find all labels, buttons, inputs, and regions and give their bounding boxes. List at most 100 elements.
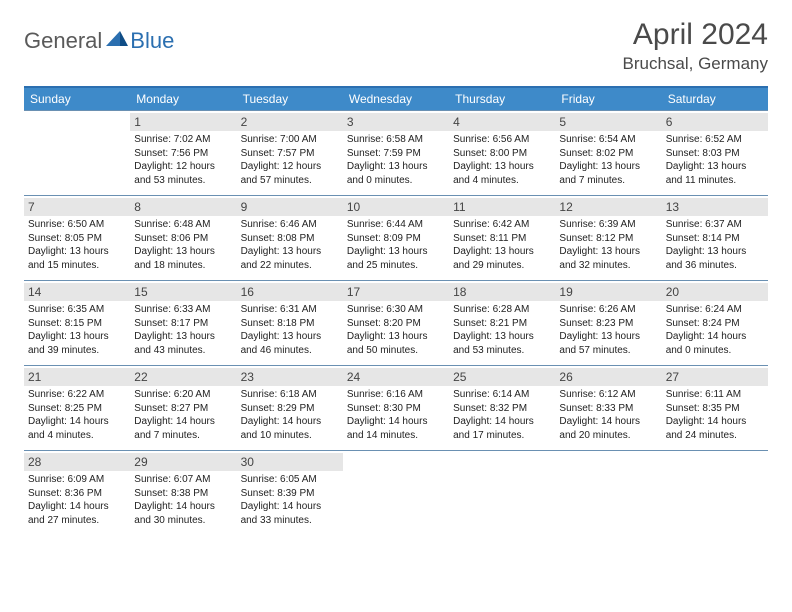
daylight1-text: Daylight: 14 hours	[559, 415, 657, 429]
day-number-empty	[343, 453, 449, 469]
day-number: 11	[449, 198, 555, 216]
daylight1-text: Daylight: 14 hours	[666, 330, 764, 344]
day-cell: 29Sunrise: 6:07 AMSunset: 8:38 PMDayligh…	[130, 451, 236, 535]
daylight1-text: Daylight: 13 hours	[559, 245, 657, 259]
daylight2-text: and 15 minutes.	[28, 259, 126, 273]
day-number: 29	[130, 453, 236, 471]
sunset-text: Sunset: 7:59 PM	[347, 147, 445, 161]
sunset-text: Sunset: 8:24 PM	[666, 317, 764, 331]
day-cell	[662, 451, 768, 535]
sunrise-text: Sunrise: 6:18 AM	[241, 388, 339, 402]
daylight2-text: and 17 minutes.	[453, 429, 551, 443]
daylight1-text: Daylight: 14 hours	[28, 500, 126, 514]
weekday-friday: Friday	[555, 88, 661, 110]
day-number: 10	[343, 198, 449, 216]
daylight1-text: Daylight: 13 hours	[28, 245, 126, 259]
sunrise-text: Sunrise: 6:22 AM	[28, 388, 126, 402]
daylight1-text: Daylight: 13 hours	[241, 245, 339, 259]
sunrise-text: Sunrise: 6:58 AM	[347, 133, 445, 147]
day-number: 2	[237, 113, 343, 131]
day-cell: 12Sunrise: 6:39 AMSunset: 8:12 PMDayligh…	[555, 196, 661, 280]
weekday-saturday: Saturday	[662, 88, 768, 110]
sunrise-text: Sunrise: 6:11 AM	[666, 388, 764, 402]
day-cell: 16Sunrise: 6:31 AMSunset: 8:18 PMDayligh…	[237, 281, 343, 365]
day-number: 16	[237, 283, 343, 301]
day-number: 15	[130, 283, 236, 301]
weekday-wednesday: Wednesday	[343, 88, 449, 110]
daylight2-text: and 24 minutes.	[666, 429, 764, 443]
day-cell: 4Sunrise: 6:56 AMSunset: 8:00 PMDaylight…	[449, 111, 555, 195]
daylight1-text: Daylight: 13 hours	[347, 160, 445, 174]
daylight1-text: Daylight: 13 hours	[347, 330, 445, 344]
daylight2-text: and 53 minutes.	[134, 174, 232, 188]
sunrise-text: Sunrise: 6:05 AM	[241, 473, 339, 487]
daylight2-text: and 33 minutes.	[241, 514, 339, 528]
day-number: 13	[662, 198, 768, 216]
day-cell: 25Sunrise: 6:14 AMSunset: 8:32 PMDayligh…	[449, 366, 555, 450]
sunset-text: Sunset: 8:02 PM	[559, 147, 657, 161]
week-row: 28Sunrise: 6:09 AMSunset: 8:36 PMDayligh…	[24, 450, 768, 535]
sunset-text: Sunset: 8:32 PM	[453, 402, 551, 416]
daylight2-text: and 32 minutes.	[559, 259, 657, 273]
daylight2-text: and 39 minutes.	[28, 344, 126, 358]
daylight1-text: Daylight: 14 hours	[241, 415, 339, 429]
sunset-text: Sunset: 8:12 PM	[559, 232, 657, 246]
day-cell: 20Sunrise: 6:24 AMSunset: 8:24 PMDayligh…	[662, 281, 768, 365]
sunset-text: Sunset: 8:39 PM	[241, 487, 339, 501]
sunset-text: Sunset: 8:05 PM	[28, 232, 126, 246]
sunrise-text: Sunrise: 6:30 AM	[347, 303, 445, 317]
day-cell	[449, 451, 555, 535]
daylight2-text: and 7 minutes.	[134, 429, 232, 443]
daylight2-text: and 43 minutes.	[134, 344, 232, 358]
day-number-empty	[24, 113, 130, 129]
day-cell: 15Sunrise: 6:33 AMSunset: 8:17 PMDayligh…	[130, 281, 236, 365]
daylight2-text: and 11 minutes.	[666, 174, 764, 188]
day-cell: 27Sunrise: 6:11 AMSunset: 8:35 PMDayligh…	[662, 366, 768, 450]
day-cell: 22Sunrise: 6:20 AMSunset: 8:27 PMDayligh…	[130, 366, 236, 450]
day-cell: 14Sunrise: 6:35 AMSunset: 8:15 PMDayligh…	[24, 281, 130, 365]
weeks-container: 1Sunrise: 7:02 AMSunset: 7:56 PMDaylight…	[24, 110, 768, 535]
day-cell: 10Sunrise: 6:44 AMSunset: 8:09 PMDayligh…	[343, 196, 449, 280]
day-cell: 13Sunrise: 6:37 AMSunset: 8:14 PMDayligh…	[662, 196, 768, 280]
daylight1-text: Daylight: 14 hours	[666, 415, 764, 429]
daylight2-text: and 4 minutes.	[28, 429, 126, 443]
day-number: 30	[237, 453, 343, 471]
sunset-text: Sunset: 7:56 PM	[134, 147, 232, 161]
sunrise-text: Sunrise: 6:39 AM	[559, 218, 657, 232]
month-title: April 2024	[623, 18, 769, 52]
sunrise-text: Sunrise: 6:16 AM	[347, 388, 445, 402]
sunset-text: Sunset: 8:11 PM	[453, 232, 551, 246]
daylight2-text: and 14 minutes.	[347, 429, 445, 443]
day-number: 28	[24, 453, 130, 471]
sunset-text: Sunset: 8:18 PM	[241, 317, 339, 331]
daylight1-text: Daylight: 14 hours	[28, 415, 126, 429]
sunset-text: Sunset: 8:08 PM	[241, 232, 339, 246]
daylight2-text: and 29 minutes.	[453, 259, 551, 273]
day-cell	[24, 111, 130, 195]
location: Bruchsal, Germany	[623, 54, 769, 74]
weekday-thursday: Thursday	[449, 88, 555, 110]
sunrise-text: Sunrise: 6:48 AM	[134, 218, 232, 232]
day-cell: 17Sunrise: 6:30 AMSunset: 8:20 PMDayligh…	[343, 281, 449, 365]
daylight1-text: Daylight: 14 hours	[241, 500, 339, 514]
sunrise-text: Sunrise: 6:07 AM	[134, 473, 232, 487]
daylight1-text: Daylight: 13 hours	[134, 330, 232, 344]
sunrise-text: Sunrise: 6:46 AM	[241, 218, 339, 232]
sunset-text: Sunset: 7:57 PM	[241, 147, 339, 161]
daylight2-text: and 25 minutes.	[347, 259, 445, 273]
day-cell: 7Sunrise: 6:50 AMSunset: 8:05 PMDaylight…	[24, 196, 130, 280]
daylight1-text: Daylight: 13 hours	[559, 160, 657, 174]
daylight2-text: and 57 minutes.	[559, 344, 657, 358]
sunrise-text: Sunrise: 6:37 AM	[666, 218, 764, 232]
day-number: 1	[130, 113, 236, 131]
daylight2-text: and 7 minutes.	[559, 174, 657, 188]
header: General Blue April 2024 Bruchsal, German…	[24, 18, 768, 74]
sunrise-text: Sunrise: 6:14 AM	[453, 388, 551, 402]
sunset-text: Sunset: 8:20 PM	[347, 317, 445, 331]
day-number: 20	[662, 283, 768, 301]
daylight1-text: Daylight: 13 hours	[453, 245, 551, 259]
daylight1-text: Daylight: 13 hours	[453, 330, 551, 344]
sunset-text: Sunset: 8:17 PM	[134, 317, 232, 331]
sunset-text: Sunset: 8:35 PM	[666, 402, 764, 416]
weekday-tuesday: Tuesday	[237, 88, 343, 110]
